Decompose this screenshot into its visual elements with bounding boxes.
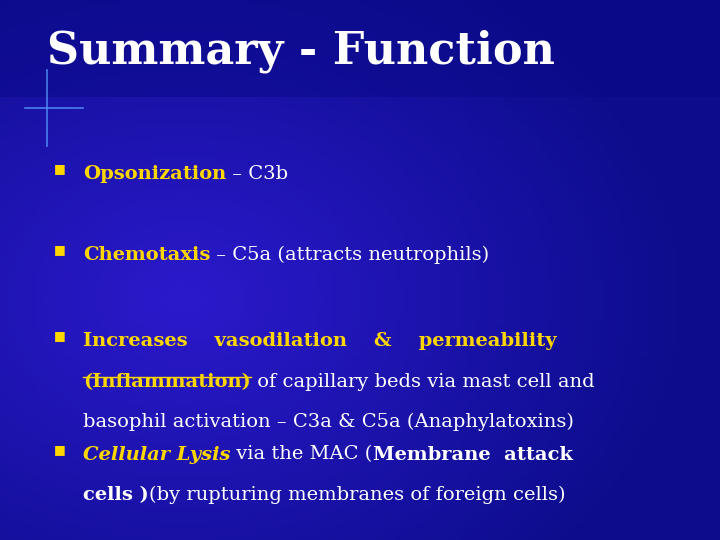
Text: of capillary beds via mast cell and: of capillary beds via mast cell and [251, 373, 594, 390]
Text: via the MAC (: via the MAC ( [230, 446, 373, 463]
Text: Chemotaxis: Chemotaxis [83, 246, 210, 264]
Text: Cellular Lysis: Cellular Lysis [83, 446, 230, 463]
Text: cells ): cells ) [83, 486, 148, 504]
Bar [0, 0, 720, 97]
Text: – C3b: – C3b [226, 165, 288, 183]
Text: ■: ■ [54, 443, 66, 456]
Text: (by rupturing membranes of foreign cells): (by rupturing membranes of foreign cells… [148, 486, 565, 504]
Text: – C5a (attracts neutrophils): – C5a (attracts neutrophils) [210, 246, 490, 264]
Text: Summary - Function: Summary - Function [47, 30, 554, 73]
Text: ■: ■ [54, 162, 66, 175]
Text: Membrane  attack: Membrane attack [373, 446, 572, 463]
Text: Opsonization: Opsonization [83, 165, 226, 183]
Text: (Inflammation): (Inflammation) [83, 373, 251, 390]
Text: ■: ■ [54, 329, 66, 342]
Text: basophil activation – C3a & C5a (Anaphylatoxins): basophil activation – C3a & C5a (Anaphyl… [83, 413, 574, 431]
Text: Increases    vasodilation    &    permeability: Increases vasodilation & permeability [83, 332, 557, 350]
Text: ■: ■ [54, 243, 66, 256]
